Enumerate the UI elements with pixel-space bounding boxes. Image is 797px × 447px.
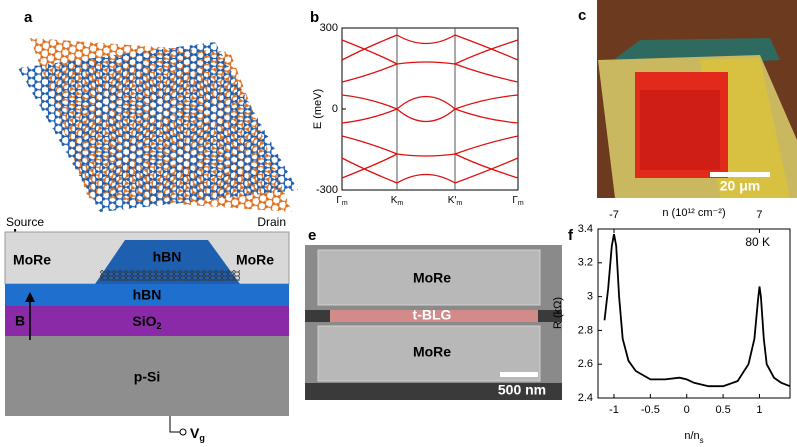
x2-axis-label: n (10¹² cm⁻²): [662, 207, 725, 219]
panel-label: f: [568, 227, 574, 244]
layer-label: hBN: [133, 287, 162, 303]
x-axis-label: n/ns: [684, 430, 703, 445]
scale-label: 20 μm: [720, 178, 760, 194]
annotation: 80 K: [745, 235, 770, 249]
layer-label: SiO2: [132, 313, 161, 332]
axes-box: [597, 228, 791, 399]
y-tick-label: 2.6: [578, 358, 593, 370]
y-tick-label: 3.2: [578, 257, 593, 269]
band-plot: [341, 27, 519, 191]
panel-label: e: [308, 227, 316, 244]
x-tick-label: Γm: [512, 195, 524, 208]
x-tick-label: 1: [756, 404, 762, 416]
tick-sub: m: [518, 200, 524, 207]
axes-box: [341, 27, 519, 191]
gate-label: Vg: [190, 425, 205, 444]
bands: [341, 34, 519, 184]
region-label: t-BLG: [413, 307, 452, 323]
panel-label: b: [310, 9, 319, 26]
source-label: Source: [6, 215, 44, 229]
x-tick-label: Γm: [336, 195, 348, 208]
x-tick-label: -1: [609, 404, 619, 416]
y-axis-label: E (meV): [312, 89, 324, 129]
data-line: [603, 233, 791, 388]
lattice-bottom: [18, 42, 298, 212]
x-tick-label: 0: [684, 404, 690, 416]
layer-label: MoRe: [13, 252, 51, 268]
y-axis-label: R (kΩ): [552, 297, 564, 329]
field-label: B: [15, 313, 25, 329]
y-tick-label: 2.4: [578, 392, 593, 404]
y-tick-label: 0: [332, 103, 338, 115]
layer-label: p-Si: [134, 369, 160, 385]
tick-text: K: [391, 195, 398, 206]
tick-sub: m: [456, 200, 462, 207]
device-stack: [4, 231, 290, 436]
tick-text: Γ: [512, 195, 518, 206]
tick-sub: m: [397, 200, 403, 207]
scale-bar: [710, 172, 770, 177]
scale-bar: [500, 372, 538, 377]
tick-sub: m: [342, 200, 348, 207]
region-label: MoRe: [413, 344, 451, 360]
x2-tick-label: 7: [756, 209, 762, 221]
micrograph: [597, 0, 797, 198]
layer-label: MoRe: [236, 252, 274, 268]
scale-label: 500 nm: [498, 382, 546, 398]
y-tick-label: -300: [316, 184, 338, 196]
layer-label: hBN: [153, 249, 182, 265]
region-label: MoRe: [413, 270, 451, 286]
sem-image: [305, 245, 562, 400]
x-tick-label: -0.5: [641, 404, 660, 416]
x-tick-label: K′m: [448, 195, 463, 208]
panel-label: c: [578, 7, 586, 24]
y-tick-label: 3: [587, 291, 593, 303]
y-tick-label: 300: [320, 22, 338, 34]
x-tick-label: 0.5: [715, 404, 730, 416]
x2-tick-label: -7: [609, 209, 619, 221]
x-tick-label: Km: [391, 195, 404, 208]
tick-text: Γ: [336, 195, 342, 206]
tick-text: K′: [448, 195, 457, 206]
drain-label: Drain: [257, 215, 286, 229]
y-tick-label: 2.8: [578, 324, 593, 336]
y-tick-label: 3.4: [578, 223, 593, 235]
panel-label: a: [24, 9, 33, 26]
